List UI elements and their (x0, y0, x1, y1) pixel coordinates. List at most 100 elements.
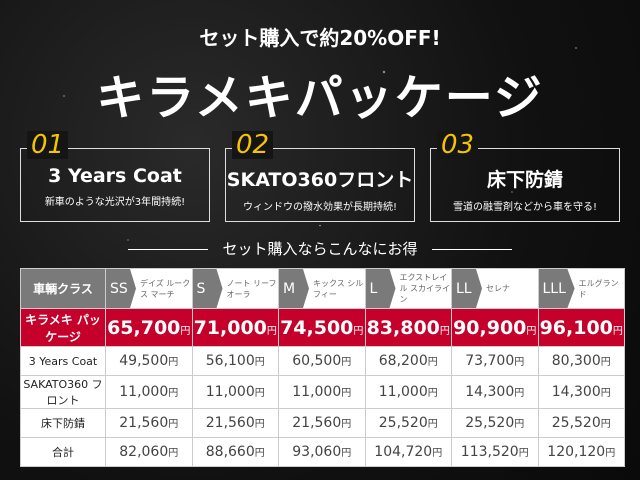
price-value: 11,000 (378, 384, 428, 400)
yen-unit: 円 (353, 325, 364, 337)
price-cell: 83,800円 (364, 308, 452, 347)
section-subtitle: セット購入ならこんなにお得 (0, 238, 640, 259)
price-cell: 25,520円 (451, 408, 539, 438)
price-cell: 14,300円 (451, 375, 539, 409)
yen-unit: 円 (254, 448, 265, 459)
price-value: 88,660 (205, 444, 255, 460)
table-header-row: 車輌クラス SS デイズ ルークス マーチ S ノート リーフ オーラ M キックス シルフ… (20, 268, 625, 309)
price-value: 14,300 (465, 384, 515, 400)
price-value: 68,200 (378, 353, 428, 369)
class-header: S ノート リーフ オーラ (191, 268, 279, 309)
yen-unit: 円 (514, 388, 525, 399)
feature-box: 03 床下防錆雪道の融雪剤などから車を守る! (430, 131, 620, 222)
price-cell: 90,900円 (451, 308, 539, 347)
price-cell: 96,100円 (537, 308, 625, 347)
price-value: 74,500 (280, 316, 354, 339)
yen-unit: 円 (168, 388, 179, 399)
price-value: 11,000 (205, 384, 255, 400)
price-cell: 74,500円 (278, 308, 366, 347)
yen-unit: 円 (526, 325, 537, 337)
yen-unit: 円 (612, 325, 623, 337)
table-row: キラメキ パッケージ 65,700円 71,000円 74,500円 83,800円 90… (20, 308, 625, 347)
price-value: 73,700 (465, 353, 515, 369)
yen-unit: 円 (168, 357, 179, 368)
table-row: 床下防錆 21,560円 21,560円 21,560円 25,520円 25,520円 2… (20, 408, 625, 438)
yen-unit: 円 (605, 448, 616, 459)
feature-desc: ウィンドウの撥水効果が長期持続! (242, 202, 397, 213)
price-cell: 68,200円 (364, 346, 452, 376)
table-row: 3 Years Coat 49,500円 56,100円 60,500円 68,200円… (20, 346, 625, 376)
yen-unit: 円 (341, 388, 352, 399)
yen-unit: 円 (168, 448, 179, 459)
price-value: 65,700 (107, 316, 181, 339)
price-cell: 21,560円 (191, 408, 279, 438)
price-value: 21,560 (205, 415, 255, 431)
feature-title: 床下防錆 (486, 169, 563, 191)
yen-unit: 円 (600, 419, 611, 430)
class-label: M (279, 269, 309, 308)
class-label: L (365, 269, 396, 308)
price-value: 93,060 (292, 444, 342, 460)
yen-unit: 円 (514, 357, 525, 368)
class-models: エルグランド (578, 278, 619, 299)
price-cell: 93,060円 (278, 437, 366, 467)
price-value: 11,000 (119, 384, 169, 400)
price-cell: 60,500円 (278, 346, 366, 376)
price-cell: 80,300円 (537, 346, 625, 376)
feature-desc: 雪道の融雪剤などから車を守る! (452, 202, 597, 213)
row-label: キラメキ パッケージ (20, 308, 106, 347)
yen-unit: 円 (432, 448, 443, 459)
corner-header: 車輌クラス (20, 268, 106, 309)
class-header: L エクストレイル スカイライン (364, 268, 452, 309)
yen-unit: 円 (180, 325, 191, 337)
tagline: セット購入で約20%OFF! (199, 26, 441, 50)
yen-unit: 円 (600, 357, 611, 368)
feature-number: 03 (437, 131, 479, 159)
feature-box: 02 SKATO360フロント ウィンドウの撥水効果が長期持続! (225, 131, 415, 222)
yen-unit: 円 (514, 419, 525, 430)
price-value: 49,500 (119, 353, 169, 369)
table-row: SAKATO360 フロント 11,000円 11,000円 11,000円 11,00… (20, 375, 625, 409)
class-label: LL (452, 269, 482, 308)
class-label: LLL (538, 269, 575, 308)
price-cell: 11,000円 (278, 375, 366, 409)
price-value: 56,100 (205, 353, 255, 369)
class-header: M キックス シルフィー (278, 268, 366, 309)
yen-unit: 円 (439, 325, 450, 337)
price-cell: 82,060円 (105, 437, 193, 467)
table-row: 合計 82,060円 88,660円 93,060円 104,720円 113,520円 1… (20, 437, 625, 467)
feature-desc: 新車のような光沢が3年間持続! (44, 197, 186, 208)
class-label: S (192, 269, 223, 308)
price-value: 82,060 (119, 444, 169, 460)
price-cell: 11,000円 (105, 375, 193, 409)
yen-unit: 円 (168, 419, 179, 430)
price-value: 90,900 (453, 316, 527, 339)
class-label: SS (106, 269, 136, 308)
yen-unit: 円 (427, 419, 438, 430)
feature-title: 3 Years Coat (48, 165, 182, 187)
row-label: 合計 (20, 437, 106, 467)
price-value: 71,000 (193, 316, 267, 339)
price-cell: 120,120円 (537, 437, 625, 467)
row-label: 床下防錆 (20, 408, 106, 438)
price-cell: 14,300円 (537, 375, 625, 409)
yen-unit: 円 (266, 325, 277, 337)
yen-unit: 円 (254, 357, 265, 368)
yen-unit: 円 (341, 419, 352, 430)
class-models: キックス シルフィー (313, 278, 364, 299)
price-value: 25,520 (465, 415, 515, 431)
price-value: 83,800 (366, 316, 440, 339)
subtitle-text: セット購入ならこんなにお得 (222, 240, 418, 258)
yen-unit: 円 (341, 448, 352, 459)
price-value: 25,520 (551, 415, 601, 431)
class-models: エクストレイル スカイライン (399, 273, 451, 304)
price-value: 14,300 (551, 384, 601, 400)
yen-unit: 円 (600, 388, 611, 399)
price-cell: 21,560円 (278, 408, 366, 438)
row-label: 3 Years Coat (20, 346, 106, 376)
price-value: 11,000 (292, 384, 342, 400)
price-cell: 73,700円 (451, 346, 539, 376)
class-models: ノート リーフ オーラ (226, 278, 277, 299)
yen-unit: 円 (427, 388, 438, 399)
price-cell: 113,520円 (451, 437, 539, 467)
